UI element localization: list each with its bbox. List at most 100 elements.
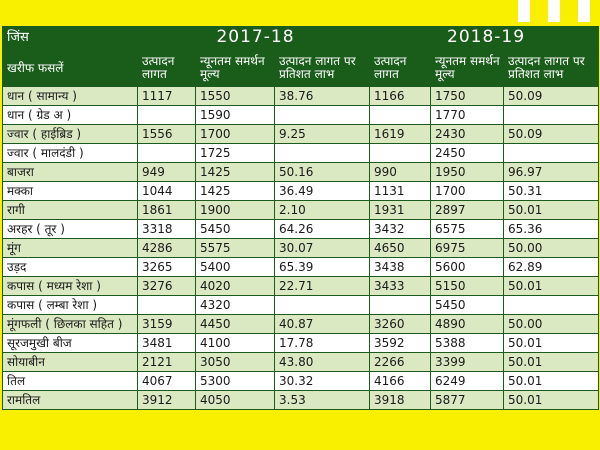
msp-2018-19-cell: 5450 bbox=[430, 295, 505, 315]
msp-2018-19-cell: 1750 bbox=[430, 86, 505, 106]
cost-2018-19-cell: 4166 bbox=[369, 371, 432, 391]
table-row: रागी 1861 1900 2.10 1931 2897 50.01 bbox=[2, 200, 600, 220]
msp-2017-18-cell: 4450 bbox=[195, 314, 275, 334]
cost-2018-19-cell: 3438 bbox=[369, 257, 432, 277]
cost-2018-19-cell: 990 bbox=[369, 162, 432, 182]
cost-2018-19-cell: 3592 bbox=[369, 333, 432, 353]
crop-name-cell: मक्का bbox=[2, 181, 138, 201]
cost-2018-19-cell: 3918 bbox=[369, 390, 432, 410]
profit-2017-18-cell: 30.32 bbox=[273, 371, 371, 391]
cost-2017-18-cell bbox=[137, 295, 196, 315]
cost-2018-19-cell: 2266 bbox=[369, 352, 432, 372]
cost-2017-18-cell: 3318 bbox=[137, 219, 196, 239]
cost-2017-18-cell: 3481 bbox=[137, 333, 196, 353]
profit-2017-18-cell: 64.26 bbox=[273, 219, 371, 239]
profit-2018-19-cell: 96.97 bbox=[503, 162, 600, 182]
msp-2018-19-cell: 1700 bbox=[430, 181, 505, 201]
table-row: मक्का 1044 1425 36.49 1131 1700 50.31 bbox=[2, 181, 600, 201]
profit-2017-18-cell: 50.16 bbox=[273, 162, 371, 182]
msp-2017-18-cell: 4100 bbox=[195, 333, 275, 353]
profit-2018-19-cell: 50.00 bbox=[503, 238, 600, 258]
msp-table: जिंस 2017-18 2018-19 खरीफ फसलें उत्पादन … bbox=[2, 26, 600, 410]
profit-2018-19-cell: 50.01 bbox=[503, 200, 600, 220]
msp-2018-19-cell: 6249 bbox=[430, 371, 505, 391]
msp-2017-18-cell: 4320 bbox=[195, 295, 275, 315]
msp-2018-19-cell: 5150 bbox=[430, 276, 505, 296]
profit-2017-18-cell: 17.78 bbox=[273, 333, 371, 353]
crop-name-cell: रामतिल bbox=[2, 390, 138, 410]
table-row: धान ( सामान्य ) 1117 1550 38.76 1166 1750 50.0… bbox=[2, 86, 600, 106]
cost-2017-18-cell: 1117 bbox=[137, 86, 196, 106]
table-row: कपास ( मध्यम रेशा ) 3276 4020 22.71 3433 5150… bbox=[2, 276, 600, 296]
header-row-columns: खरीफ फसलें उत्पादन लागत न्यूनतम समर्थन म… bbox=[2, 49, 600, 87]
crop-name-cell: उड़द bbox=[2, 257, 138, 277]
cost-2018-19-cell: 1166 bbox=[369, 86, 432, 106]
msp-2017-18-cell: 1425 bbox=[195, 162, 275, 182]
profit-2017-18-cell: 2.10 bbox=[273, 200, 371, 220]
profit-2017-18-cell: 40.87 bbox=[273, 314, 371, 334]
profit-2017-18-cell bbox=[273, 143, 371, 163]
crop-name-cell: धान ( सामान्य ) bbox=[2, 86, 138, 106]
profit-column-header: उत्पादन लागत पर प्रतिशत लाभ bbox=[273, 49, 371, 87]
crop-name-cell: रागी bbox=[2, 200, 138, 220]
msp-column-header: न्यूनतम समर्थन मूल्य bbox=[195, 49, 275, 87]
top-decoration bbox=[548, 0, 560, 22]
cost-2017-18-cell: 3276 bbox=[137, 276, 196, 296]
profit-2017-18-cell: 22.71 bbox=[273, 276, 371, 296]
profit-2018-19-cell bbox=[503, 143, 600, 163]
profit-2018-19-cell: 50.31 bbox=[503, 181, 600, 201]
cost-column-header: उत्पादन लागत bbox=[137, 49, 196, 87]
crop-name-cell: धान ( ग्रेड अ ) bbox=[2, 105, 138, 125]
year-header-2017-18: 2017-18 bbox=[136, 26, 371, 50]
profit-2017-18-cell: 30.07 bbox=[273, 238, 371, 258]
table-row: मूंग 4286 5575 30.07 4650 6975 50.00 bbox=[2, 238, 600, 258]
cost-2018-19-cell: 4650 bbox=[369, 238, 432, 258]
table-row: ज्वार ( हाईब्रिड ) 1556 1700 9.25 1619 2430 50… bbox=[2, 124, 600, 144]
table-row: तिल 4067 5300 30.32 4166 6249 50.01 bbox=[2, 371, 600, 391]
cost-2017-18-cell: 4286 bbox=[137, 238, 196, 258]
crop-name-cell: ज्वार ( हाईब्रिड ) bbox=[2, 124, 138, 144]
profit-2018-19-cell: 50.00 bbox=[503, 314, 600, 334]
profit-2017-18-cell bbox=[273, 105, 371, 125]
msp-2018-19-cell: 5600 bbox=[430, 257, 505, 277]
msp-2017-18-cell: 5450 bbox=[195, 219, 275, 239]
profit-2018-19-cell: 50.09 bbox=[503, 86, 600, 106]
msp-2017-18-cell: 1425 bbox=[195, 181, 275, 201]
table-row: अरहर ( तूर ) 3318 5450 64.26 3432 6575 65.36 bbox=[2, 219, 600, 239]
table-row: ज्वार ( मालदंडी ) 1725 2450 bbox=[2, 143, 600, 163]
msp-2018-19-cell: 2897 bbox=[430, 200, 505, 220]
cost-2017-18-cell: 949 bbox=[137, 162, 196, 182]
profit-2018-19-cell bbox=[503, 295, 600, 315]
msp-2017-18-cell: 1590 bbox=[195, 105, 275, 125]
crop-name-cell: बाजरा bbox=[2, 162, 138, 182]
msp-2017-18-cell: 4020 bbox=[195, 276, 275, 296]
cost-2018-19-cell: 1931 bbox=[369, 200, 432, 220]
cost-2017-18-cell: 1861 bbox=[137, 200, 196, 220]
profit-2017-18-cell: 65.39 bbox=[273, 257, 371, 277]
msp-2017-18-cell: 1900 bbox=[195, 200, 275, 220]
profit-2017-18-cell bbox=[273, 295, 371, 315]
msp-2017-18-cell: 5300 bbox=[195, 371, 275, 391]
msp-2017-18-cell: 3050 bbox=[195, 352, 275, 372]
crop-name-cell: मूंग bbox=[2, 238, 138, 258]
cost-2017-18-cell: 3265 bbox=[137, 257, 196, 277]
crop-name-cell: तिल bbox=[2, 371, 138, 391]
cost-2018-19-cell: 3433 bbox=[369, 276, 432, 296]
msp-2017-18-cell: 4050 bbox=[195, 390, 275, 410]
msp-2018-19-cell: 6575 bbox=[430, 219, 505, 239]
msp-column-header: न्यूनतम समर्थन मूल्य bbox=[430, 49, 505, 87]
profit-2018-19-cell: 50.01 bbox=[503, 352, 600, 372]
profit-2017-18-cell: 3.53 bbox=[273, 390, 371, 410]
profit-2018-19-cell: 62.89 bbox=[503, 257, 600, 277]
cost-2018-19-cell: 1619 bbox=[369, 124, 432, 144]
msp-2018-19-cell: 1770 bbox=[430, 105, 505, 125]
profit-2017-18-cell: 38.76 bbox=[273, 86, 371, 106]
msp-2018-19-cell: 4890 bbox=[430, 314, 505, 334]
cost-2018-19-cell: 3260 bbox=[369, 314, 432, 334]
crop-name-cell: ज्वार ( मालदंडी ) bbox=[2, 143, 138, 163]
cost-2017-18-cell bbox=[137, 105, 196, 125]
msp-2017-18-cell: 1700 bbox=[195, 124, 275, 144]
msp-2018-19-cell: 3399 bbox=[430, 352, 505, 372]
crop-name-cell: अरहर ( तूर ) bbox=[2, 219, 138, 239]
msp-2018-19-cell: 2450 bbox=[430, 143, 505, 163]
